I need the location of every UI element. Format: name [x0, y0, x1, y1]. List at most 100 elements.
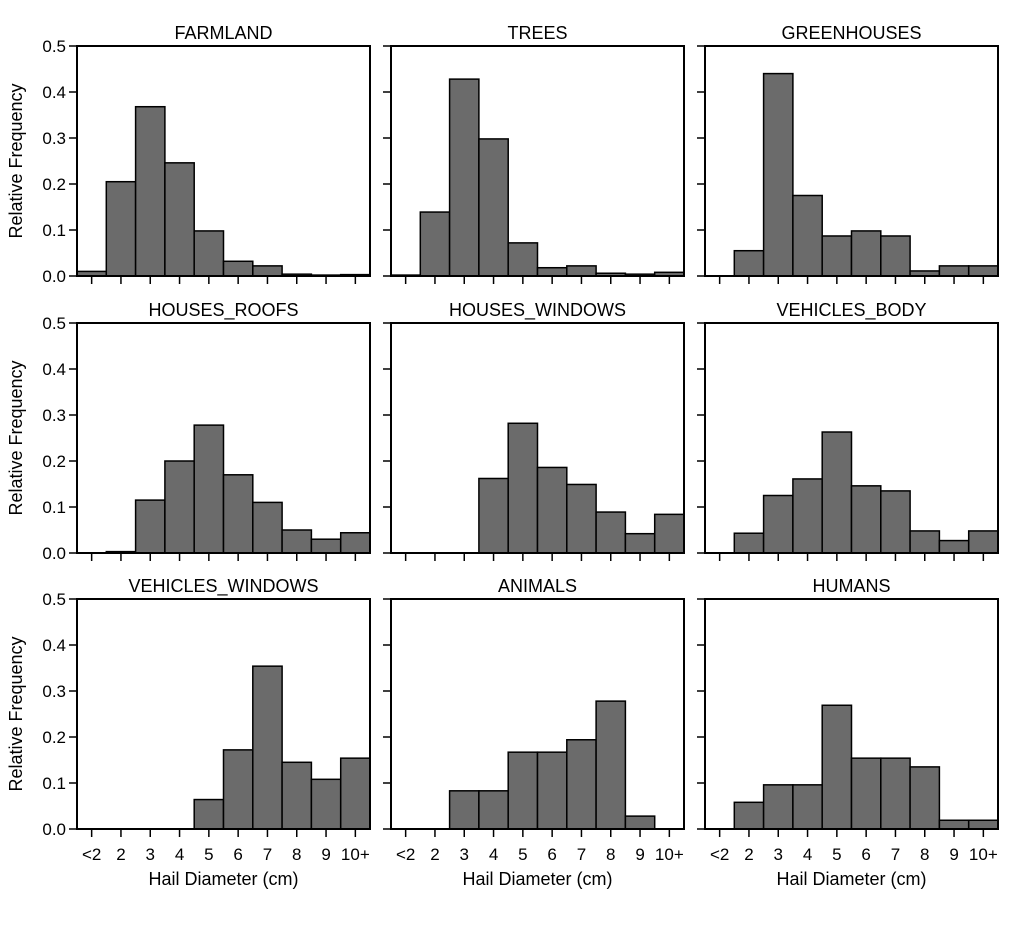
- bar-6: [536, 751, 568, 830]
- plot-frame: [390, 598, 685, 830]
- bar-6: [850, 485, 882, 554]
- plot-frame: [704, 322, 999, 554]
- y-axis-label: Relative Frequency: [6, 636, 26, 791]
- bar-10plus: [967, 530, 999, 554]
- bar-2: [419, 211, 451, 277]
- y-tick-label: 0.2: [42, 175, 66, 194]
- y-tick-label: 0.5: [42, 314, 66, 333]
- subplot-title: ANIMALS: [498, 576, 577, 596]
- subplot-greenhouses: GREENHOUSES: [697, 23, 999, 284]
- bar-4: [478, 477, 509, 554]
- bar-4: [478, 138, 509, 277]
- x-tick-label: 8: [292, 845, 301, 864]
- bar-6: [222, 474, 254, 554]
- bar-8: [281, 529, 313, 554]
- bar-10plus: [339, 532, 371, 554]
- subplot-humans: HUMANS <2 2 3 4 5 6 7 8 9 10+ Hail Diameter (cm): [697, 576, 999, 889]
- x-tick-label: 3: [460, 845, 469, 864]
- x-tick-label: 6: [861, 845, 870, 864]
- x-tick-label: <2: [710, 845, 729, 864]
- bar-9: [938, 819, 970, 830]
- bar-6: [850, 757, 882, 830]
- y-tick-label: 0.5: [42, 590, 66, 609]
- plot-frame: [76, 598, 371, 830]
- bar-3: [134, 105, 166, 277]
- bar-6: [222, 260, 254, 277]
- bar-2: [733, 801, 765, 830]
- y-tick-label: 0.4: [42, 360, 66, 379]
- y-tick-label: 0.3: [42, 129, 66, 148]
- subplot-title: VEHICLES_WINDOWS: [128, 576, 318, 597]
- bar-3: [762, 494, 794, 554]
- y-tick-label: 0.2: [42, 728, 66, 747]
- x-tick-label: 4: [175, 845, 184, 864]
- bar-9: [938, 539, 970, 554]
- bar-7: [252, 265, 283, 277]
- y-axis-label: Relative Frequency: [6, 360, 26, 515]
- y-axis-label: Relative Frequency: [6, 83, 26, 238]
- subplot-animals: ANIMALS <2 2 3 4 5 6 7 8 9 10+ Hail Diameter (cm): [383, 576, 685, 889]
- bar-4: [478, 790, 509, 830]
- plot-frame: [390, 322, 685, 554]
- subplot-vehicles-body: VEHICLES_BODY: [697, 300, 999, 561]
- bar-8: [909, 766, 941, 830]
- x-tick-label: 5: [204, 845, 213, 864]
- x-tick-label: 6: [233, 845, 242, 864]
- x-tick-label: 5: [832, 845, 841, 864]
- x-tick-label: 2: [744, 845, 753, 864]
- bar-7: [566, 739, 597, 830]
- x-tick-label: 3: [774, 845, 783, 864]
- plot-frame: [704, 598, 999, 830]
- x-axis-label: Hail Diameter (cm): [776, 869, 926, 889]
- bar-4: [164, 460, 195, 554]
- bar-3: [134, 499, 166, 554]
- x-tick-label: 9: [635, 845, 644, 864]
- y-tick-label: 0.1: [42, 498, 66, 517]
- bar-7: [566, 265, 597, 277]
- x-tick-label: 10+: [655, 845, 684, 864]
- bar-4: [792, 194, 823, 277]
- x-tick-label: 7: [891, 845, 900, 864]
- bar-5: [821, 235, 853, 277]
- bar-2: [733, 532, 765, 554]
- bar-4: [792, 784, 823, 830]
- bar-5: [193, 424, 225, 554]
- subplot-trees: TREES: [383, 23, 685, 284]
- bar-9: [310, 778, 342, 830]
- bar-9: [624, 532, 656, 554]
- bar-6: [222, 749, 254, 830]
- bar-2: [105, 180, 137, 277]
- x-tick-label: 6: [547, 845, 556, 864]
- x-tick-label: 2: [116, 845, 125, 864]
- subplot-title: HUMANS: [812, 576, 890, 596]
- bar-10plus: [967, 819, 999, 830]
- x-tick-label: 8: [920, 845, 929, 864]
- x-axis-label: Hail Diameter (cm): [148, 869, 298, 889]
- plot-frame: [76, 45, 371, 277]
- plot-frame: [704, 45, 999, 277]
- x-tick-label: 4: [489, 845, 498, 864]
- bar-4: [792, 478, 823, 554]
- bar-5: [507, 422, 539, 554]
- plot-frame: [390, 45, 685, 277]
- subplot-houses-windows: HOUSES_WINDOWS: [383, 300, 685, 561]
- x-tick-label: 4: [803, 845, 812, 864]
- plot-frame: [76, 322, 371, 554]
- bar-7: [880, 235, 911, 277]
- bar-5: [507, 751, 539, 830]
- bar-5: [821, 431, 853, 554]
- subplot-title: HOUSES_ROOFS: [148, 300, 298, 321]
- bar-7: [880, 490, 911, 554]
- bar-8: [909, 530, 941, 554]
- x-axis-label: Hail Diameter (cm): [462, 869, 612, 889]
- bar-7: [880, 757, 911, 830]
- y-tick-label: 0.3: [42, 682, 66, 701]
- bar-5: [193, 230, 225, 277]
- bar-7: [566, 483, 597, 554]
- bar-9: [938, 265, 970, 277]
- bar-6: [850, 230, 882, 277]
- subplot-houses-roofs: HOUSES_ROOFS 0.0 0.1 0.2 0.3 0.4 0.5 Relative F…: [6, 300, 371, 563]
- x-tick-label: <2: [82, 845, 101, 864]
